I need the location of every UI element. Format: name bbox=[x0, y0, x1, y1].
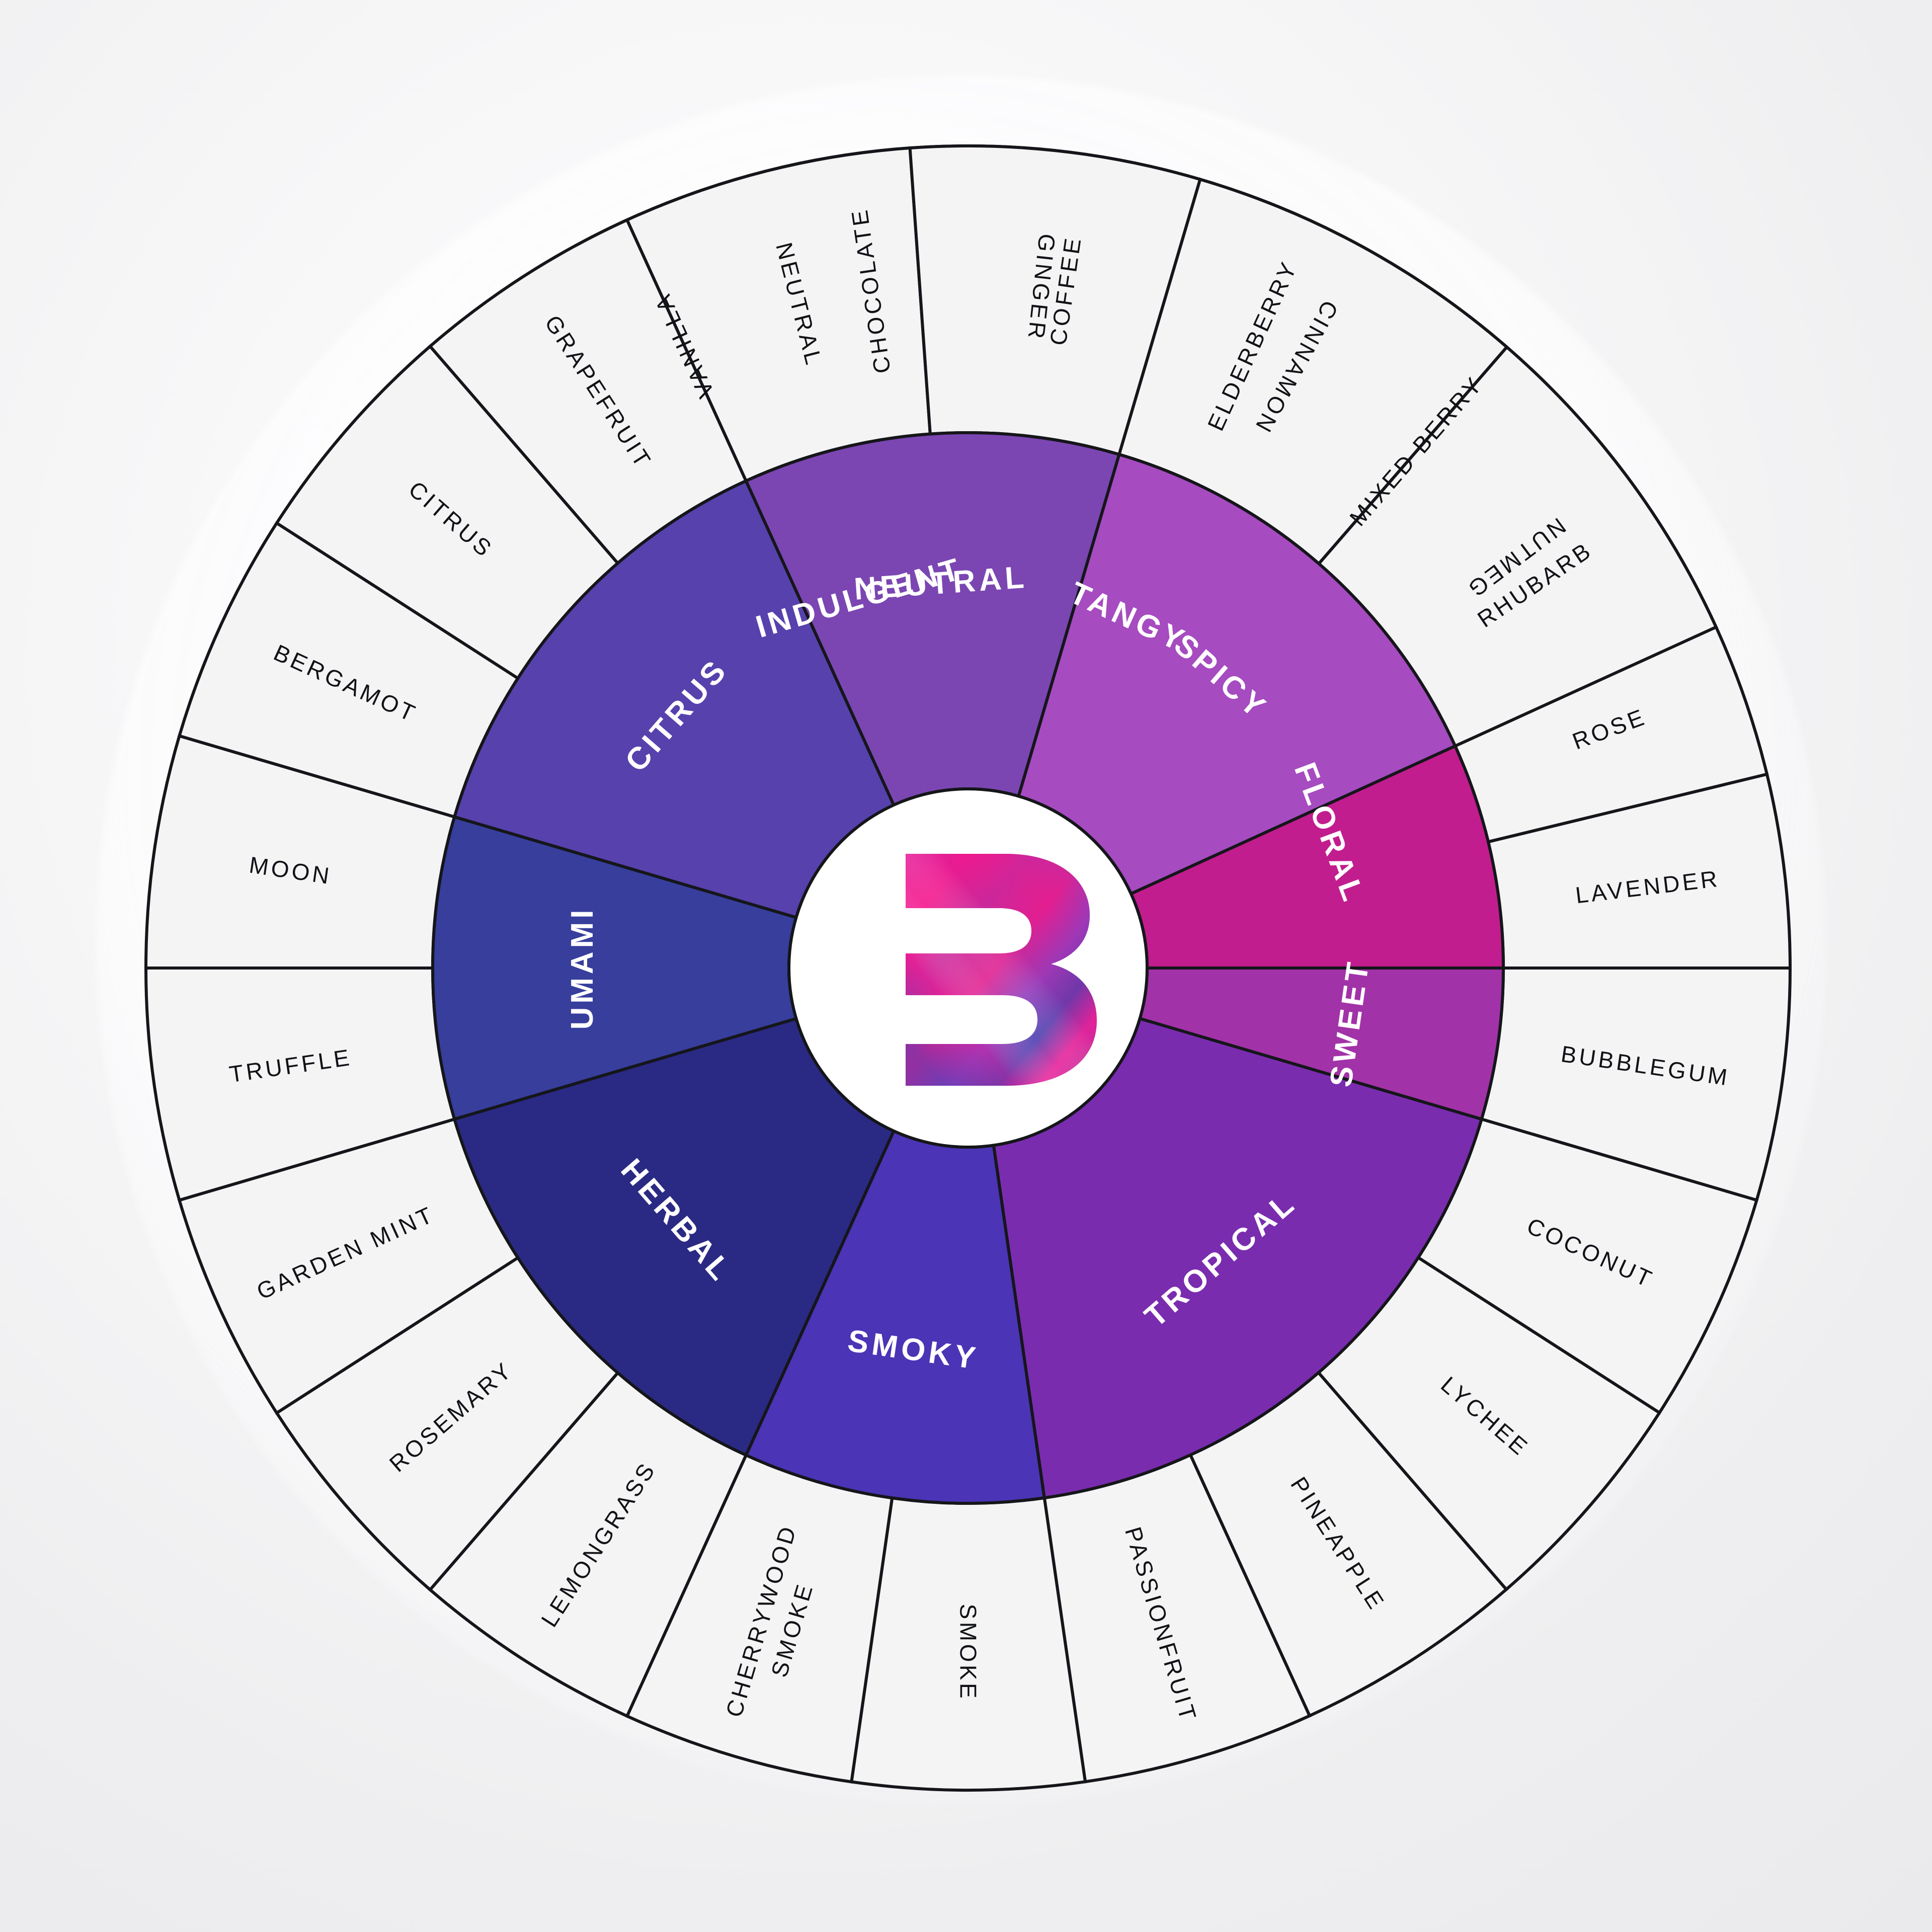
brand-logo-sheen bbox=[906, 854, 1097, 1086]
brand-b-monogram[interactable] bbox=[906, 854, 1097, 1086]
category-label: UMAMI bbox=[565, 906, 600, 1029]
note-label: SMOKE bbox=[955, 1604, 982, 1702]
outer-ring-segments bbox=[144, 144, 1792, 1792]
inner-ring-segments bbox=[431, 431, 1505, 1505]
